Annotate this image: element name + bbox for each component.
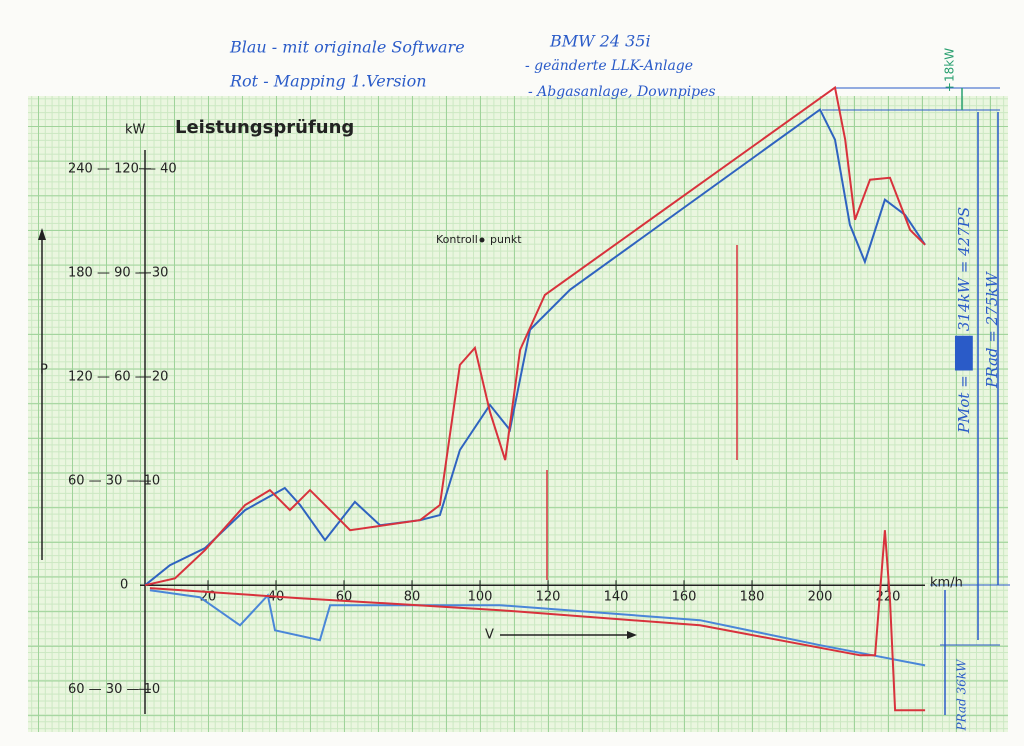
series-line <box>149 589 926 667</box>
x-tick-label: 60 <box>336 590 353 605</box>
ann-kontroll: Kontroll <box>436 233 478 246</box>
y-label: P <box>40 363 48 378</box>
note-prad: PRad = 275kW <box>983 271 1001 389</box>
y-tick-label: 60 — 30 — 10 <box>68 474 160 489</box>
x-tick-label: 160 <box>672 590 697 605</box>
y-tick-label: 180 — 90 — 30 <box>68 265 168 280</box>
x-tick-label: 120 <box>536 590 561 605</box>
y-tick-label: 240 — 120 — 40 <box>68 161 177 176</box>
origin-label: 0 <box>120 578 128 593</box>
x-tick-label: 80 <box>404 590 421 605</box>
x-tick-label: 200 <box>808 590 833 605</box>
x-tick-label: 220 <box>876 590 901 605</box>
control-point <box>479 237 485 243</box>
x-label: V <box>485 628 494 643</box>
y-unit: kW <box>125 123 146 138</box>
chart-title: Leistungsprüfung <box>175 117 354 138</box>
note-pmot: PMot = ███ 314kW = 427PS <box>954 207 973 434</box>
note-exhaust: - Abgasanlage, Downpipes <box>528 84 716 100</box>
ann-punkt: punkt <box>490 233 522 246</box>
note-llk: - geänderte LLK-Anlage <box>525 58 693 74</box>
note-model: BMW 24 35i <box>549 32 651 51</box>
x-tick-label: 140 <box>604 590 629 605</box>
note-gain: +18kW <box>943 48 957 92</box>
series-line <box>144 108 926 586</box>
note-blue: Blau - mit originale Software <box>229 38 465 57</box>
note-loss: PRad 36kW <box>955 658 969 732</box>
graph-paper <box>28 96 1008 732</box>
series-line <box>149 530 926 712</box>
x-tick-label: 180 <box>740 590 765 605</box>
series-line <box>144 85 926 587</box>
y-tick-label: 120 — 60 — 20 <box>68 370 168 385</box>
x-tick-label: 100 <box>468 590 493 605</box>
x-unit: km/h <box>930 576 963 591</box>
p-arrow-head <box>38 228 46 240</box>
v-arrow-head <box>627 631 637 639</box>
y-tick-label: 60 — 30 — 10 <box>68 682 160 697</box>
note-red: Rot - Mapping 1.Version <box>229 72 427 91</box>
